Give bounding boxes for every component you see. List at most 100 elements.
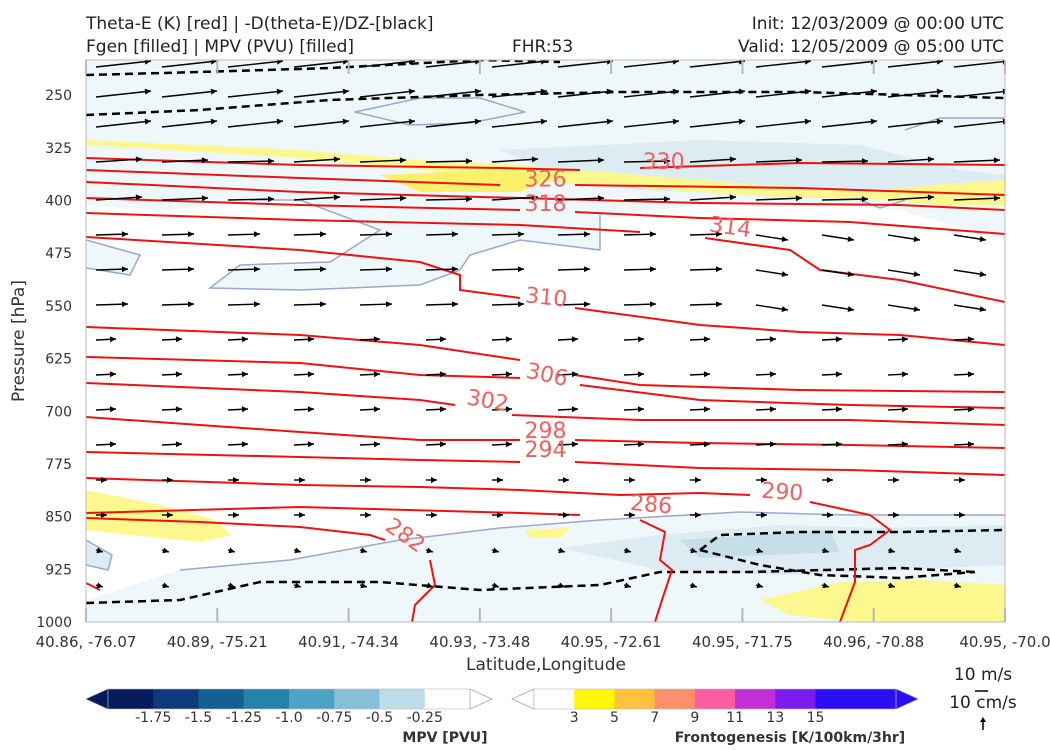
wind-arrowhead — [959, 512, 965, 518]
theta-e-label: 314 — [708, 212, 753, 243]
wind-arrowhead — [847, 306, 854, 313]
wind-arrowhead — [606, 88, 613, 95]
wind-arrow — [557, 197, 605, 201]
wind-arrowhead — [294, 582, 301, 589]
wind-arrowhead — [695, 477, 701, 483]
wind-arrowhead — [629, 512, 635, 518]
colorbar-swatch — [153, 689, 199, 709]
valid-time: Valid: 12/05/2009 @ 05:00 UTC — [738, 37, 1004, 57]
wind-arrowhead — [979, 306, 986, 313]
wind-arrowhead — [121, 266, 128, 273]
wind-arrowhead — [439, 441, 446, 448]
wind-ref-vertical: 10 cm/s — [949, 693, 1017, 713]
y-tick-label: 775 — [45, 457, 72, 473]
wind-arrow — [887, 60, 944, 68]
y-tick-label: 550 — [45, 299, 72, 315]
wind-ref-vertical-arrowhead — [980, 717, 986, 722]
wind-arrowhead — [517, 301, 524, 308]
wind-arrow — [557, 159, 605, 163]
wind-arrow — [161, 197, 209, 201]
wind-arrowhead — [913, 306, 920, 313]
theta-e-contour — [86, 451, 1005, 476]
wind-arrowhead — [505, 406, 512, 413]
wind-arrow — [227, 120, 284, 128]
colorbar-swatch — [855, 689, 897, 709]
wind-arrowhead — [408, 118, 415, 125]
x-tick-label: 40.89, -75.21 — [167, 633, 268, 651]
wind-arrow — [623, 160, 671, 163]
wind-arrowhead — [531, 156, 538, 163]
wind-arrowhead — [121, 231, 128, 238]
wind-arrowhead — [769, 441, 776, 448]
wind-arrowhead — [233, 477, 239, 483]
wind-arrowhead — [465, 196, 472, 203]
wind-arrowhead — [954, 547, 961, 554]
fgen-fill-upper-2 — [380, 170, 560, 192]
fgen-fill-lower-left — [86, 490, 232, 542]
wind-arrow — [491, 196, 539, 201]
wind-arrow — [623, 120, 680, 128]
wind-arrowhead — [761, 477, 767, 483]
wind-arrow — [953, 120, 1005, 128]
wind-arrowhead — [408, 88, 415, 95]
wind-arrowhead — [804, 88, 811, 95]
wind-arrow — [887, 196, 935, 201]
wind-arrowhead — [144, 60, 151, 65]
wind-arrow — [359, 120, 416, 128]
wind-arrow — [821, 120, 878, 128]
wind-arrowhead — [822, 582, 829, 589]
dthetae-dz-contour — [86, 566, 976, 605]
fgen-colorbar-tick: 3 — [570, 710, 579, 726]
x-tick-label: 40.86, -76.07 — [36, 633, 137, 651]
x-axis-ticks: 40.86, -76.07 40.89, -75.21 40.91, -74.34 4… — [36, 60, 1050, 651]
wind-arrowhead — [101, 512, 107, 518]
wind-arrowhead — [540, 88, 547, 95]
wind-arrowhead — [729, 156, 736, 163]
wind-arrowhead — [967, 406, 974, 413]
wind-arrowhead — [465, 158, 472, 165]
colorbar-swatch — [735, 689, 776, 709]
wind-arrowhead — [835, 371, 842, 378]
colorbar-extend-high — [895, 688, 919, 710]
wind-arrowhead — [781, 306, 788, 313]
wind-arrowhead — [563, 512, 569, 518]
wind-arrowhead — [307, 406, 314, 413]
wind-arrow — [425, 120, 482, 128]
theta-e-contour — [86, 477, 892, 622]
wind-arrowhead — [373, 406, 380, 413]
wind-arrowhead — [729, 194, 736, 201]
wind-arrowhead — [979, 236, 986, 243]
wind-arrow — [689, 196, 737, 201]
colorbar-extend-high — [469, 688, 493, 710]
wind-arrowhead — [637, 371, 644, 378]
wind-arrowhead — [492, 547, 499, 554]
wind-arrowhead — [769, 336, 776, 343]
wind-arrowhead — [913, 236, 920, 243]
wind-arrowhead — [663, 158, 670, 165]
wind-arrowhead — [936, 60, 943, 65]
wind-arrowhead — [795, 195, 802, 202]
wind-arrowhead — [756, 582, 763, 589]
wind-arrowhead — [360, 547, 367, 554]
wind-arrow — [887, 158, 935, 163]
wind-arrow — [953, 159, 1001, 163]
wind-arrowhead — [583, 301, 590, 308]
wind-arrowhead — [1002, 118, 1005, 125]
wind-arrowhead — [979, 271, 986, 278]
dthetae-dz-contour — [86, 90, 1005, 117]
wind-arrowhead — [967, 336, 974, 343]
wind-arrow — [755, 159, 803, 163]
wind-arrowhead — [109, 406, 116, 413]
theta-e-contour — [86, 181, 1005, 211]
y-tick-label: 400 — [45, 194, 72, 210]
dthetae-dz-contour — [699, 528, 1005, 551]
colorbar-extend-low — [511, 688, 535, 710]
mpv-contour — [354, 97, 526, 126]
wind-arrowhead — [936, 88, 943, 95]
wind-arrowhead — [399, 157, 406, 164]
wind-arrowhead — [540, 118, 547, 125]
wind-arrowhead — [307, 441, 314, 448]
wind-arrowhead — [187, 266, 194, 273]
colorbar-swatch — [243, 689, 290, 709]
wind-arrowhead — [167, 477, 173, 483]
